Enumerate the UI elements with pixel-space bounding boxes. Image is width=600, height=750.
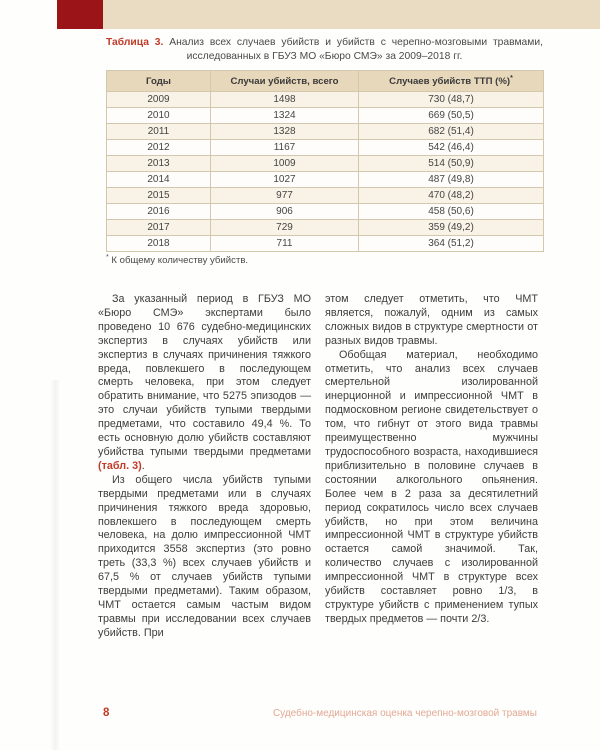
table-row: 2017 729 359 (49,2): [106, 219, 544, 236]
table-footnote: * К общему количеству убийств.: [106, 253, 249, 266]
table-header-row: Годы Случаи убийств, всего Случаев убийс…: [106, 70, 544, 92]
paragraph-continuation: этом следует отметить, что ЧМТ является,…: [325, 293, 538, 347]
body-text-columns: За указанный период в ГБУЗ МО «Бюро СМЭ»…: [98, 293, 538, 641]
page-footer: 8 Судебно-медицинская оценка черепно-моз…: [103, 707, 537, 719]
table-reference: (табл. 3): [98, 459, 142, 472]
col-header-total-murders: Случаи убийств, всего: [210, 70, 359, 92]
page-spine-shadow: [50, 380, 60, 750]
table-row: 2014 1027 487 (49,8): [106, 171, 544, 188]
table-caption-text: Анализ всех случаев убийств и убийств с …: [169, 37, 543, 62]
header-red-block: [57, 0, 103, 29]
paragraph: Из общего числа убийств тупыми твердыми …: [98, 473, 311, 639]
murders-statistics-table: Годы Случаи убийств, всего Случаев убийс…: [106, 70, 544, 252]
table-row: 2015 977 470 (48,2): [106, 187, 544, 204]
paragraph: Обобщая материал, необходимо отметить, ч…: [325, 348, 538, 625]
table-row: 2010 1324 669 (50,5): [106, 107, 544, 124]
page-number: 8: [103, 707, 110, 719]
paragraph: За указанный период в ГБУЗ МО «Бюро СМЭ»…: [98, 293, 311, 472]
table-row: 2012 1167 542 (46,4): [106, 139, 544, 156]
table-row: 2009 1498 730 (48,7): [106, 91, 544, 108]
col-header-years: Годы: [106, 70, 211, 92]
table-row: 2013 1009 514 (50,9): [106, 155, 544, 172]
footnote-text: К общему количеству убийств.: [108, 255, 249, 266]
table-row: 2018 711 364 (51,2): [106, 235, 544, 252]
footnote-ref-asterisk: *: [510, 74, 513, 82]
table-caption: Таблица 3. Анализ всех случаев убийств и…: [106, 36, 543, 64]
table-caption-label: Таблица 3.: [106, 37, 164, 48]
table-row: 2016 906 458 (50,6): [106, 203, 544, 220]
left-column: За указанный период в ГБУЗ МО «Бюро СМЭ»…: [98, 293, 311, 641]
col-header-ttp-murders: Случаев убийств ТТП (%)*: [358, 70, 544, 92]
footnote-marker: *: [106, 253, 109, 261]
running-title: Судебно-медицинская оценка черепно-мозго…: [272, 708, 537, 719]
right-column: этом следует отметить, что ЧМТ является,…: [325, 293, 538, 641]
table-row: 2011 1328 682 (51,4): [106, 123, 544, 140]
header-beige-band: [103, 0, 600, 29]
